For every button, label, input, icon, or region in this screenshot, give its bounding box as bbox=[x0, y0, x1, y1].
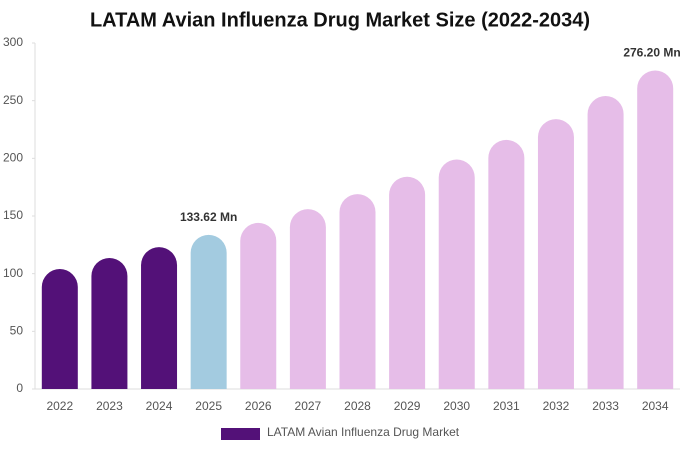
bar bbox=[537, 119, 574, 389]
bar bbox=[190, 234, 227, 389]
x-tick-label: 2028 bbox=[344, 399, 371, 413]
bar bbox=[389, 176, 426, 389]
x-tick-label: 2034 bbox=[642, 399, 669, 413]
x-tick-label: 2031 bbox=[493, 399, 520, 413]
x-tick-label: 2033 bbox=[592, 399, 619, 413]
legend-swatch bbox=[221, 428, 260, 440]
chart-title: LATAM Avian Influenza Drug Market Size (… bbox=[90, 9, 590, 31]
bar bbox=[587, 96, 624, 389]
y-tick-label: 0 bbox=[16, 381, 23, 395]
y-tick-label: 300 bbox=[3, 35, 23, 49]
bar bbox=[488, 139, 525, 389]
x-tick-label: 2027 bbox=[295, 399, 322, 413]
x-tick-label: 2022 bbox=[46, 399, 73, 413]
x-tick-label: 2025 bbox=[195, 399, 222, 413]
y-tick-label: 50 bbox=[10, 324, 24, 338]
y-tick-label: 250 bbox=[3, 93, 23, 107]
y-tick-label: 100 bbox=[3, 266, 23, 280]
y-tick-label: 150 bbox=[3, 208, 23, 222]
bar bbox=[339, 194, 376, 389]
value-label: 276.20 Mn bbox=[623, 46, 680, 60]
bar bbox=[637, 70, 674, 389]
bar bbox=[240, 222, 277, 389]
legend-label: LATAM Avian Influenza Drug Market bbox=[267, 425, 460, 439]
x-tick-label: 2026 bbox=[245, 399, 272, 413]
x-tick-label: 2024 bbox=[146, 399, 173, 413]
bar bbox=[41, 269, 78, 389]
x-tick-label: 2023 bbox=[96, 399, 123, 413]
y-tick-label: 200 bbox=[3, 151, 23, 165]
value-label: 133.62 Mn bbox=[180, 210, 237, 224]
x-tick-label: 2029 bbox=[394, 399, 421, 413]
bar bbox=[438, 159, 475, 389]
bar bbox=[141, 247, 178, 389]
bar bbox=[91, 257, 128, 389]
x-tick-label: 2032 bbox=[543, 399, 570, 413]
bar bbox=[289, 209, 326, 389]
x-tick-label: 2030 bbox=[443, 399, 470, 413]
